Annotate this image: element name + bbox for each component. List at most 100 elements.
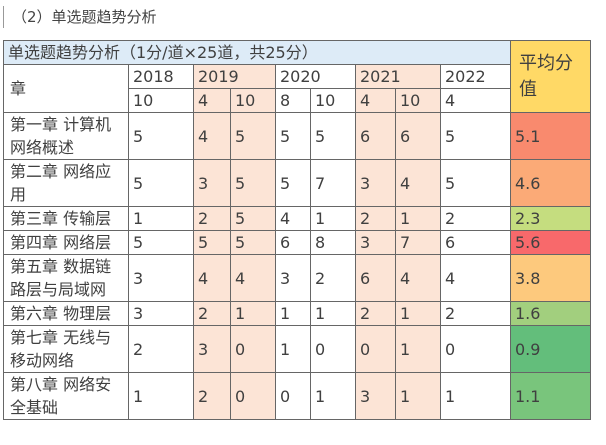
score: 5 [275, 112, 311, 160]
month-header: 4 [355, 88, 396, 113]
month-header: 4 [193, 88, 231, 113]
chapter: 第三章 传输层 [3, 206, 129, 231]
table-row: 第五章 数据链路层与局域网 3 4 4 3 2 6 4 4 3.8 [3, 254, 591, 302]
score: 2 [310, 254, 356, 302]
year-header: 2019 [193, 64, 276, 89]
score: 1 [395, 301, 441, 326]
score: 3 [128, 254, 194, 302]
score: 1 [310, 206, 356, 231]
chapter: 第七章 无线与移动网络 [3, 325, 129, 373]
score: 5 [230, 206, 276, 231]
score: 2 [128, 325, 194, 373]
table-row: 第七章 无线与移动网络 2 3 0 1 0 0 1 0 0.9 [3, 325, 591, 373]
year-header: 2018 [128, 64, 194, 89]
score: 4 [395, 159, 441, 207]
table-row: 第一章 计算机网络概述 5 4 5 5 5 6 6 5 5.1 [3, 112, 591, 160]
score: 3 [355, 159, 396, 207]
score: 5 [230, 112, 276, 160]
month-header: 10 [128, 88, 194, 113]
average: 1.1 [510, 372, 591, 420]
score: 1 [275, 325, 311, 373]
table-row: 10 4 10 8 10 4 10 4 [4, 88, 591, 113]
score: 3 [275, 254, 311, 302]
table-row: 第六章 物理层 3 2 1 1 1 2 1 2 1.6 [3, 301, 591, 326]
table-row: 单选题趋势分析（1分/道×25道，共25分） 平均分值 [3, 40, 591, 113]
score: 5 [128, 230, 194, 255]
score: 5 [275, 159, 311, 207]
average: 2.3 [510, 206, 591, 231]
chapter: 第八章 网络安全基础 [3, 372, 129, 420]
average: 1.6 [510, 301, 591, 326]
score: 2 [193, 372, 231, 420]
table-row: 第三章 传输层 1 2 5 4 1 2 1 2 2.3 [3, 206, 591, 231]
score: 0 [310, 325, 356, 373]
heading: （2）单选题趋势分析 [3, 6, 157, 28]
score: 1 [128, 372, 194, 420]
score: 2 [440, 301, 511, 326]
month-header: 8 [275, 88, 311, 113]
score: 0 [230, 372, 276, 420]
table-row: 第八章 网络安全基础 1 2 0 0 1 3 1 1 1.1 [3, 372, 591, 420]
score: 5 [440, 112, 511, 160]
score: 6 [395, 112, 441, 160]
score: 2 [355, 206, 396, 231]
average: 3.8 [510, 254, 591, 302]
chapter: 第二章 网络应用 [3, 159, 129, 207]
score: 4 [395, 254, 441, 302]
score: 3 [355, 230, 396, 255]
score: 5 [128, 112, 194, 160]
trend-table: 单选题趋势分析（1分/道×25道，共25分） 平均分值章 2018 2019 2020 2… [3, 40, 591, 420]
score: 6 [440, 230, 511, 255]
chapter: 第六章 物理层 [3, 301, 129, 326]
score: 0 [355, 325, 396, 373]
score: 1 [310, 301, 356, 326]
score: 1 [310, 372, 356, 420]
score: 5 [440, 159, 511, 207]
average: 5.1 [510, 112, 591, 160]
year-header: 2020 [275, 64, 356, 89]
score: 0 [230, 325, 276, 373]
score: 4 [193, 254, 231, 302]
score: 1 [230, 301, 276, 326]
score: 3 [193, 159, 231, 207]
year-header: 2021 [355, 64, 441, 89]
avg-header: 平均分值 [510, 40, 591, 113]
chapter: 第四章 网络层 [3, 230, 129, 255]
chapter: 第五章 数据链路层与局域网 [3, 254, 129, 302]
score: 1 [395, 206, 441, 231]
score: 5 [230, 159, 276, 207]
score: 5 [230, 230, 276, 255]
chapter: 第一章 计算机网络概述 [3, 112, 129, 160]
year-header: 2022 [440, 64, 511, 89]
month-header: 10 [310, 88, 356, 113]
table-row: 第二章 网络应用 5 3 5 5 7 3 4 5 4.6 [3, 159, 591, 207]
score: 1 [395, 372, 441, 420]
score: 5 [310, 112, 356, 160]
score: 2 [193, 206, 231, 231]
score: 1 [395, 325, 441, 373]
month-header: 10 [230, 88, 276, 113]
table-row: 章 2018 2019 2020 2021 2022 [3, 64, 591, 113]
score: 4 [193, 112, 231, 160]
score: 3 [355, 372, 396, 420]
score: 6 [275, 230, 311, 255]
score: 0 [440, 325, 511, 373]
score: 4 [440, 254, 511, 302]
score: 2 [355, 301, 396, 326]
score: 1 [128, 206, 194, 231]
table-row: 第四章 网络层 5 5 5 6 8 3 7 6 5.6 [3, 230, 591, 255]
score: 0 [275, 372, 311, 420]
score: 6 [355, 112, 396, 160]
month-header: 10 [395, 88, 441, 113]
average: 5.6 [510, 230, 591, 255]
score: 2 [193, 301, 231, 326]
average: 4.6 [510, 159, 591, 207]
score: 1 [440, 372, 511, 420]
score: 6 [355, 254, 396, 302]
score: 7 [395, 230, 441, 255]
table-body: 单选题趋势分析（1分/道×25道，共25分） 平均分值章 2018 2019 2020 2… [3, 40, 591, 420]
score: 4 [275, 206, 311, 231]
average: 0.9 [510, 325, 591, 373]
score: 3 [128, 301, 194, 326]
